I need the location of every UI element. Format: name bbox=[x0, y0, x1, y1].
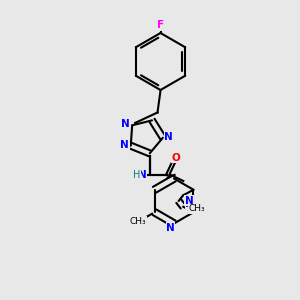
Text: CH₃: CH₃ bbox=[130, 217, 146, 226]
Text: N: N bbox=[121, 119, 130, 129]
Text: N: N bbox=[164, 132, 173, 142]
Text: N: N bbox=[185, 199, 194, 209]
Text: H: H bbox=[134, 170, 141, 180]
Text: N: N bbox=[120, 140, 129, 150]
Text: O: O bbox=[172, 153, 181, 163]
Text: N: N bbox=[166, 223, 175, 233]
Text: N: N bbox=[138, 170, 147, 180]
Text: CH₃: CH₃ bbox=[188, 204, 205, 213]
Text: F: F bbox=[157, 20, 164, 31]
Text: N: N bbox=[185, 196, 194, 206]
